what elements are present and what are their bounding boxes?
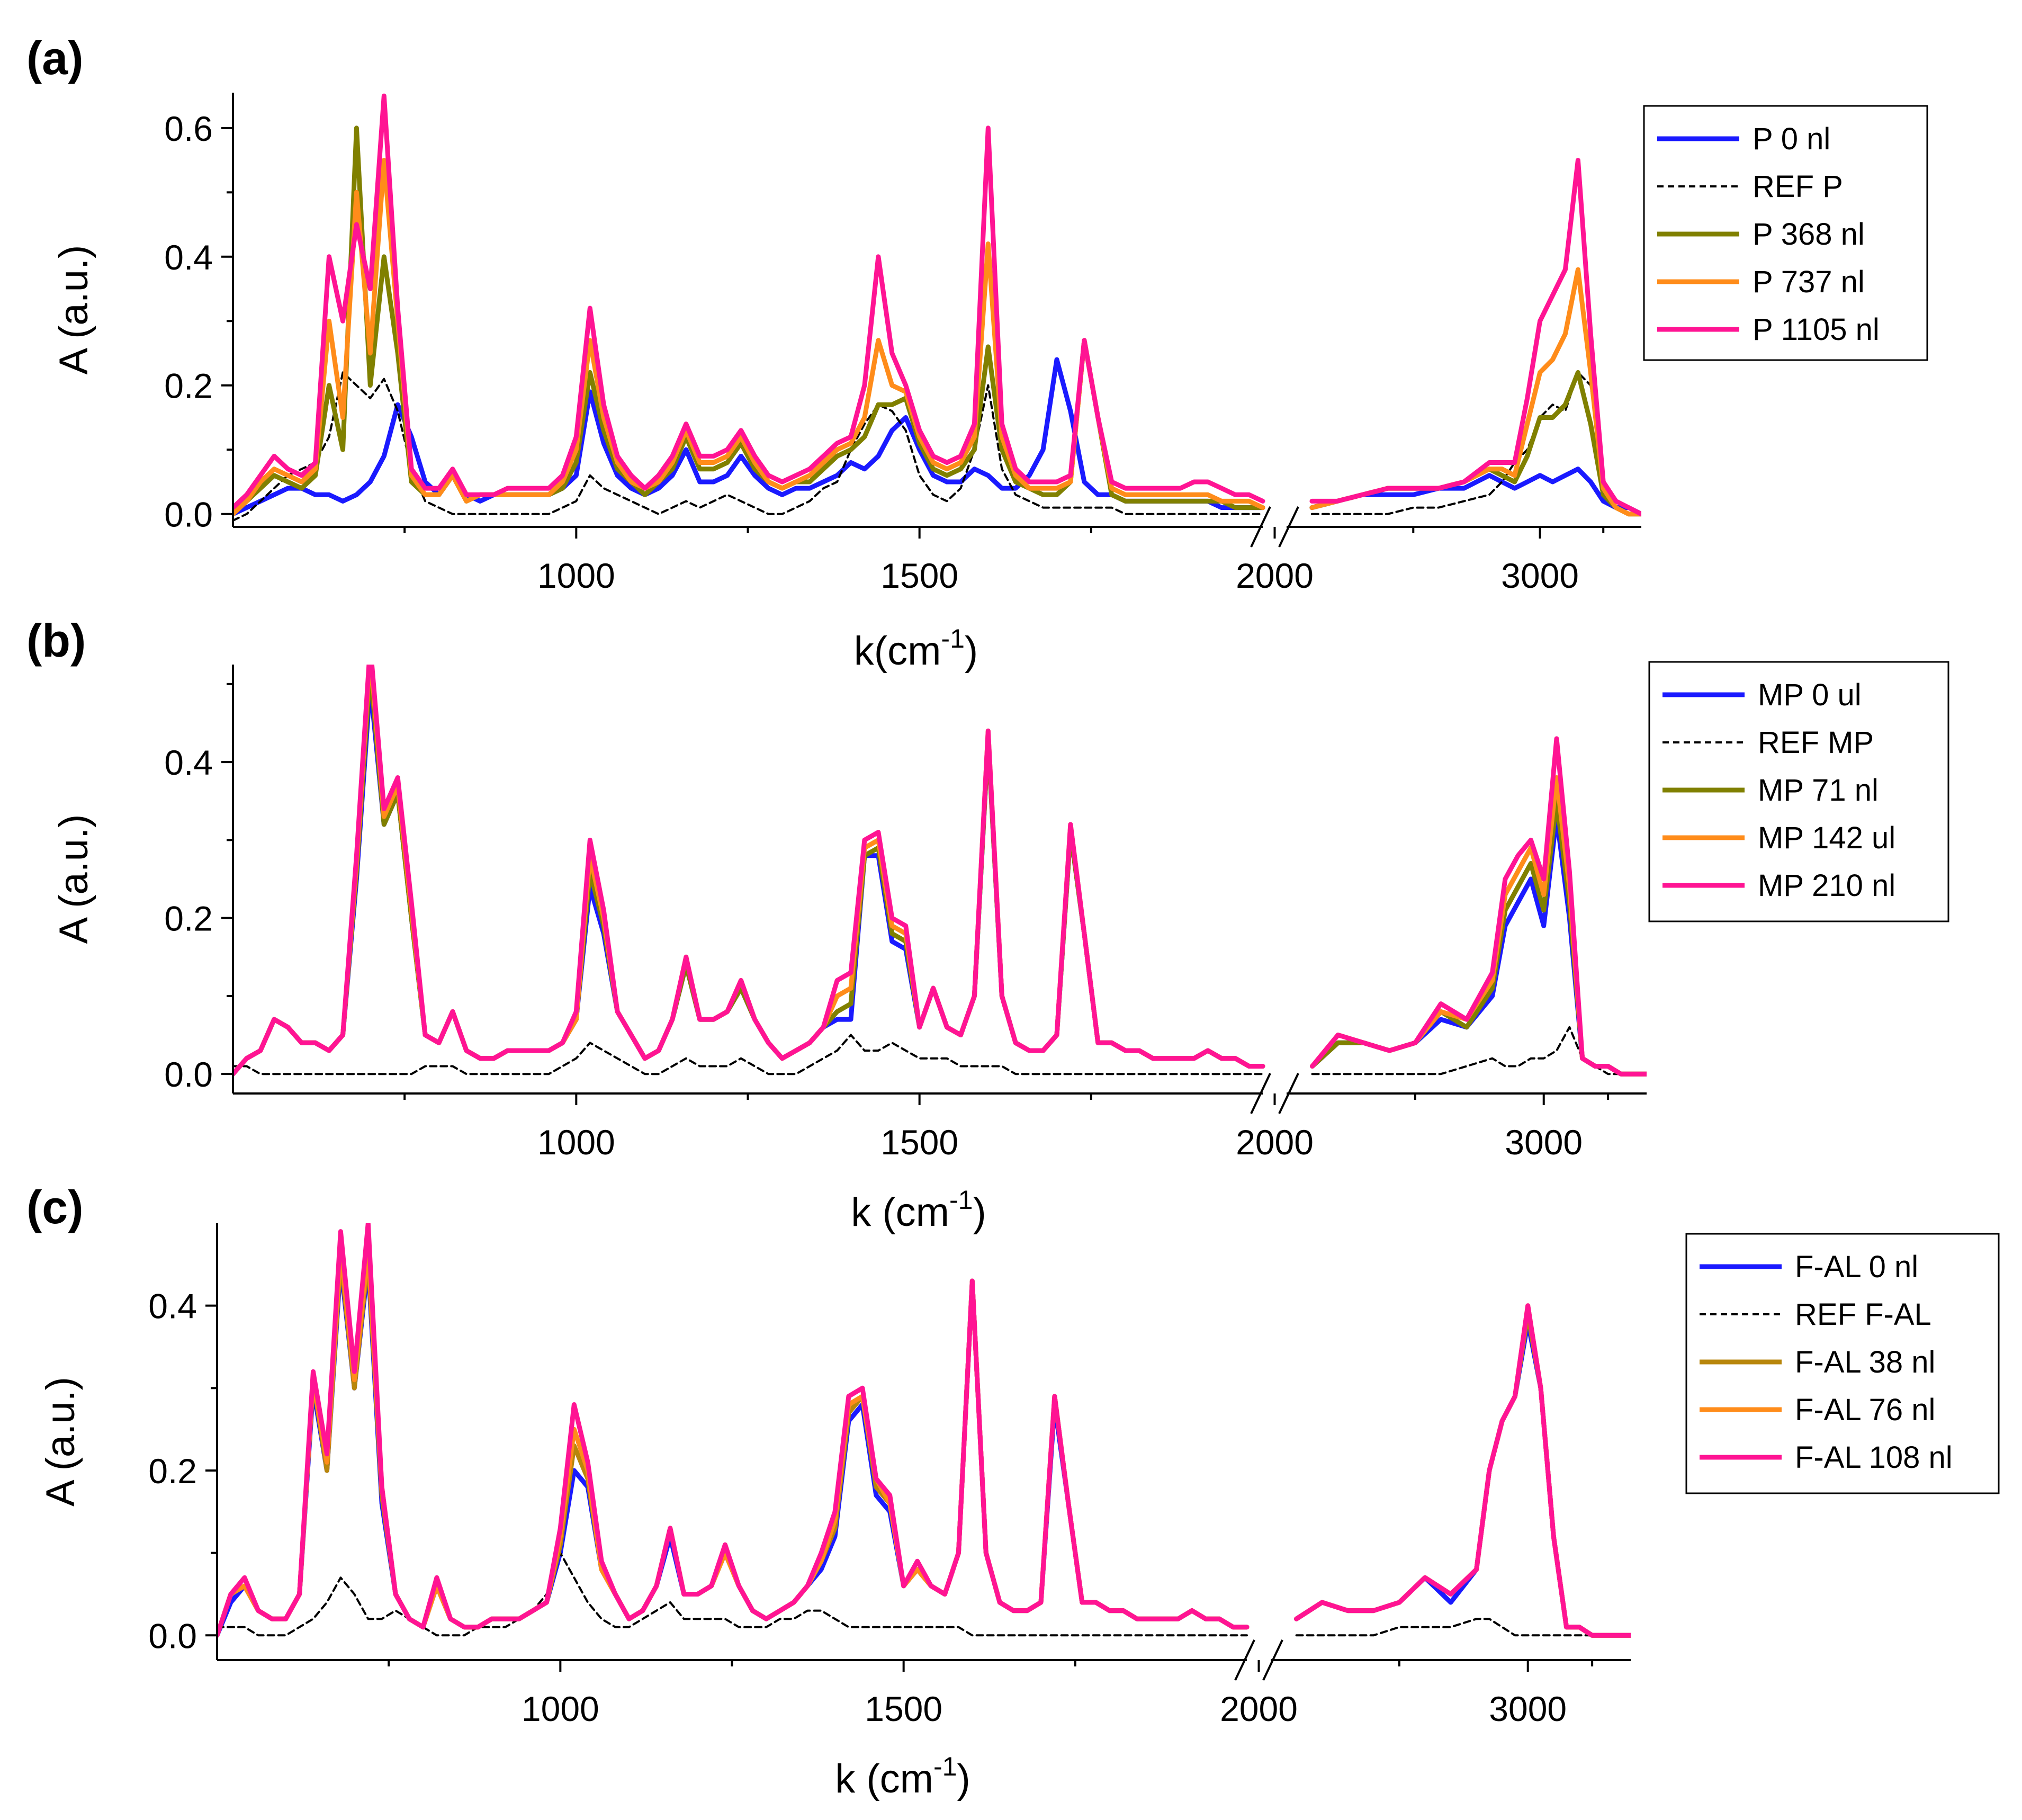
x-tick-label: 1000	[537, 556, 615, 595]
x-axis-title: k (cm-1)	[851, 1185, 986, 1235]
series-line-p-1105-nl-high	[1309, 158, 1641, 517]
axis-break-mark	[1234, 1639, 1255, 1681]
y-tick-label: 0.2	[148, 1451, 197, 1491]
x-tick-label: 1000	[522, 1689, 599, 1728]
axis-break-mark	[1250, 506, 1271, 548]
y-axis-title: A (a.u.)	[51, 245, 96, 375]
x-axis-title: k (cm-1)	[835, 1752, 970, 1801]
series-group	[233, 93, 1641, 522]
y-tick-label: 0.4	[164, 743, 213, 782]
legend-label: REF P	[1753, 169, 1843, 204]
legend-label: MP 210 nl	[1758, 868, 1895, 903]
x-tick-label: 3000	[1501, 556, 1579, 595]
series-line-ref-p-low	[233, 371, 1264, 522]
series-line-p-0-nl-high	[1309, 467, 1641, 517]
x-tick-label: 1500	[880, 556, 958, 595]
x-tick-label: 3000	[1505, 1123, 1583, 1162]
y-tick-label: 0.4	[164, 238, 213, 277]
x-axis-title-main: k (cm	[851, 1190, 949, 1235]
y-tick-label: 0.0	[164, 1055, 213, 1094]
y-tick-label: 0.0	[164, 495, 213, 534]
legend-label: P 368 nl	[1753, 217, 1865, 252]
series-line-f-al-108-nl-low	[217, 1223, 1250, 1638]
x-tick-label: 2000	[1236, 556, 1314, 595]
legend-label: REF MP	[1758, 725, 1874, 760]
x-axis-title-end: )	[957, 1756, 970, 1801]
series-group	[217, 1223, 1631, 1638]
legend: MP 0 ul REF MP MP 71 nl MP 142 ul MP 210 nl	[1648, 661, 1949, 922]
x-axis-title-superscript: -1	[941, 624, 964, 653]
x-axis-title-main: k (cm	[835, 1756, 933, 1801]
legend-label: MP 71 nl	[1758, 773, 1879, 808]
axis-break-mark	[1278, 1073, 1299, 1114]
series-line-ref-f-al-low	[217, 1552, 1248, 1637]
legend-label: F-AL 108 nl	[1795, 1440, 1953, 1475]
panel-c: (c) 0.0 0.2 0.4 1000 1500 2000 3000 A (a.u.) k (c…	[26, 1181, 2000, 1801]
legend-label: REF F-AL	[1795, 1297, 1931, 1332]
series-line-f-al-108-nl-high	[1294, 1303, 1631, 1638]
y-tick-label: 0.2	[164, 366, 213, 406]
series-group	[233, 665, 1647, 1077]
x-tick-label: 2000	[1220, 1689, 1298, 1728]
axis-break-mark	[1262, 1639, 1283, 1681]
x-tick-label: 3000	[1489, 1689, 1567, 1728]
legend-label: MP 142 ul	[1758, 821, 1895, 855]
series-line-mp-210-nl-high	[1310, 736, 1647, 1077]
y-tick-label: 0.6	[164, 109, 213, 148]
panel-label: (b)	[26, 614, 86, 667]
panel-label: (c)	[26, 1181, 84, 1233]
panel-a: (a) 0.0 0.2 0.4 0.6 1000 1500 2000 3000 A (a.u.) k…	[26, 32, 1928, 674]
x-tick-label: 1000	[537, 1123, 615, 1162]
x-tick-label: 2000	[1236, 1123, 1314, 1162]
x-tick-label: 1500	[880, 1123, 958, 1162]
x-axis-title-end: )	[965, 629, 978, 674]
y-tick-label: 0.0	[148, 1616, 197, 1655]
legend-label: F-AL 0 nl	[1795, 1250, 1918, 1284]
series-line-p-1105-nl-low	[233, 93, 1265, 510]
panels: (a) 0.0 0.2 0.4 0.6 1000 1500 2000 3000 A (a.u.) k…	[26, 32, 2000, 1801]
x-axis-title-end: )	[973, 1190, 986, 1235]
x-tick-label: 1500	[865, 1689, 942, 1728]
legend-label: P 737 nl	[1753, 265, 1865, 299]
y-tick-label: 0.4	[148, 1287, 197, 1326]
x-axis-title: k(cm-1)	[854, 624, 978, 674]
legend-label: F-AL 38 nl	[1795, 1345, 1935, 1379]
legend: F-AL 0 nl REF F-AL F-AL 38 nl F-AL 76 nl F-A…	[1685, 1233, 2000, 1494]
legend: P 0 nl REF P P 368 nl P 737 nl P 1105 nl	[1643, 105, 1928, 361]
x-axis-title-superscript: -1	[933, 1752, 957, 1781]
x-axis-title-superscript: -1	[949, 1185, 973, 1215]
axis-break-mark	[1250, 1073, 1271, 1114]
panel-label: (a)	[26, 32, 84, 84]
x-axis-title-main: k(cm	[854, 629, 941, 674]
legend-label: MP 0 ul	[1758, 678, 1862, 712]
series-line-ref-mp-low	[233, 1034, 1264, 1075]
legend-label: P 1105 nl	[1753, 312, 1880, 347]
legend-label: F-AL 76 nl	[1795, 1393, 1935, 1427]
panel-b: (b) 0.0 0.2 0.4 1000 1500 2000 3000 A (a.u.) k (c…	[26, 614, 1949, 1235]
legend-label: P 0 nl	[1753, 122, 1830, 156]
y-axis-title: A (a.u.)	[38, 1377, 83, 1507]
y-tick-label: 0.2	[164, 899, 213, 938]
y-axis-title: A (a.u.)	[51, 814, 96, 944]
axis-break-mark	[1278, 506, 1299, 548]
series-line-mp-210-nl-low	[233, 665, 1265, 1077]
series-line-ref-mp-high	[1311, 1026, 1647, 1075]
